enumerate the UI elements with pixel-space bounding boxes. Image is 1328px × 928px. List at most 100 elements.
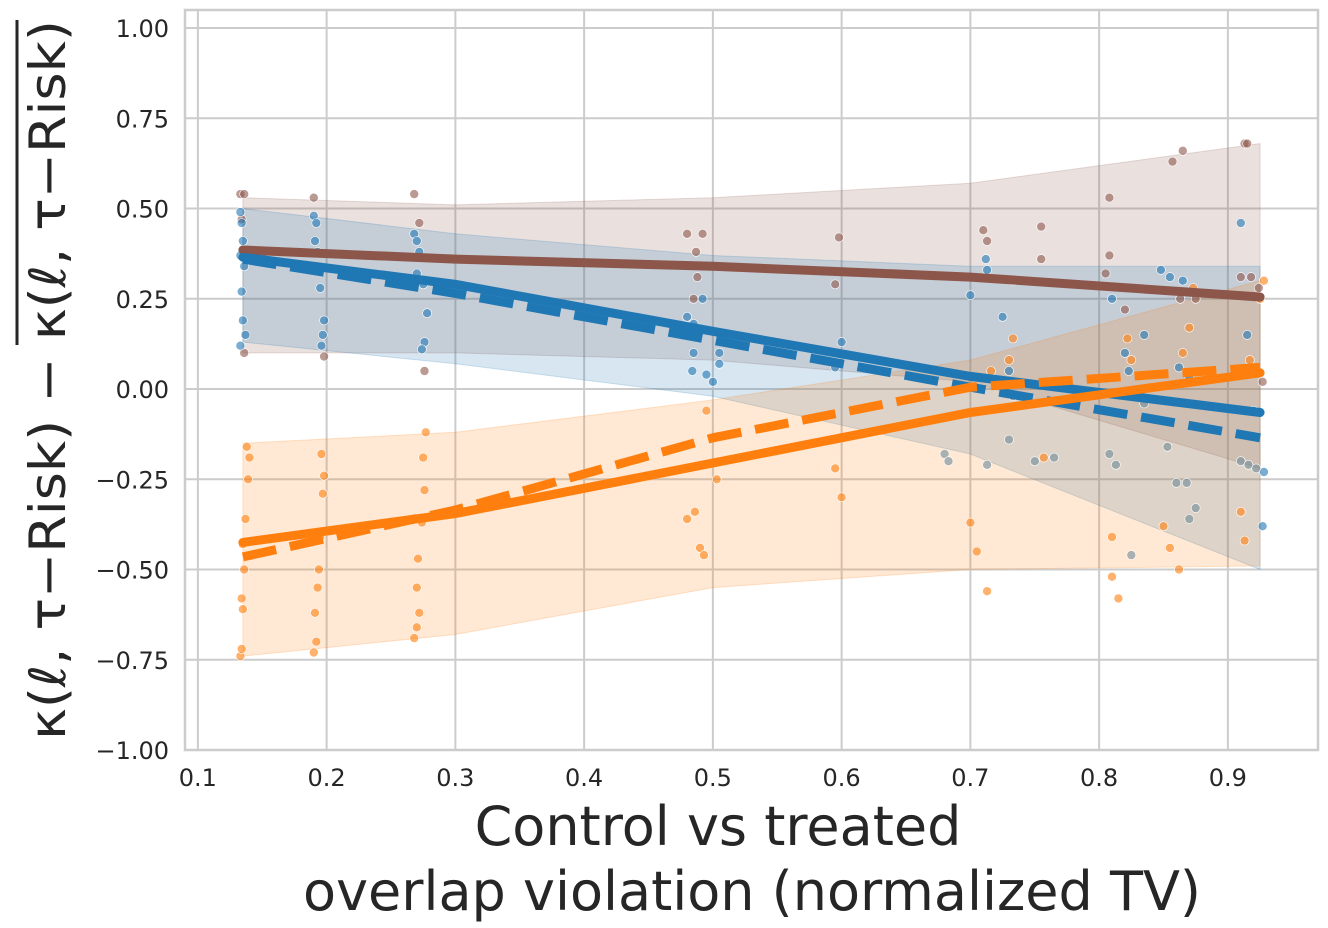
scatter-point (692, 272, 703, 282)
scatter-point (317, 488, 328, 499)
scatter-point (311, 636, 322, 647)
y-tick-label: 1.00 (116, 15, 169, 43)
scatter-point (1036, 221, 1046, 232)
scatter-point (1236, 456, 1246, 467)
scatter-point (1104, 192, 1115, 203)
scatter-point (316, 340, 327, 351)
scatter-point (1104, 250, 1115, 261)
scatter-point (1049, 452, 1059, 463)
scatter-point (312, 582, 323, 593)
scatter-point (836, 337, 847, 347)
scatter-point (690, 506, 700, 517)
scatter-point (691, 247, 701, 257)
y-axis-title: κ(ℓ, τ−Risk) − κ(ℓ, τ−Risk) (15, 20, 77, 740)
scatter-point (1167, 156, 1178, 167)
y-tick-labels: −1.00 −0.75 −0.50 −0.25 0.00 0.25 0.50 0.75 1.00 (95, 15, 169, 765)
scatter-point (1257, 376, 1268, 387)
scatter-point (319, 315, 329, 326)
scatter-point (414, 607, 425, 618)
scatter-point (240, 330, 251, 340)
scatter-point (980, 254, 991, 264)
scatter-point (420, 427, 431, 438)
scatter-point (238, 236, 248, 246)
scatter-point (836, 492, 847, 503)
y-tick-label: 0.00 (116, 376, 169, 404)
scatter-point (701, 369, 712, 380)
scatter-point (1113, 593, 1124, 604)
x-tick-label: 0.1 (179, 764, 217, 792)
scatter-point (1158, 521, 1169, 532)
scatter-point (682, 514, 692, 524)
scatter-point (1004, 355, 1014, 365)
scatter-point (1123, 366, 1134, 376)
scatter-point (1008, 333, 1018, 344)
scatter-point (1178, 146, 1188, 156)
scatter-point (414, 218, 425, 228)
scatter-point (235, 207, 246, 217)
scatter-point (682, 311, 692, 322)
scatter-point (1236, 218, 1246, 228)
scatter-point (1111, 459, 1121, 470)
scatter-point (1174, 362, 1184, 373)
scatter-point (699, 550, 709, 560)
scatter-point (238, 604, 248, 615)
scatter-point (688, 348, 699, 358)
scatter-point (239, 189, 249, 199)
scatter-point (1171, 478, 1182, 488)
scatter-point (687, 366, 698, 376)
scatter-point (1174, 564, 1184, 575)
y-tick-label: −0.75 (95, 647, 169, 675)
scatter-point (1156, 265, 1166, 275)
scatter-point (1259, 275, 1269, 286)
scatter-point (1122, 333, 1133, 344)
y-tick-label: −1.00 (95, 737, 169, 765)
y-tick-label: 0.50 (116, 196, 169, 224)
y-tick-label: 0.75 (116, 105, 169, 133)
grid (185, 10, 1318, 751)
scatter-point (240, 514, 251, 524)
scatter-point (1242, 330, 1252, 340)
scatter-point (1242, 138, 1252, 149)
scatter-point (315, 283, 326, 293)
x-tick-label: 0.8 (1080, 764, 1118, 792)
scatter-point (1181, 478, 1192, 488)
scatter-point (310, 236, 320, 246)
x-axis-title-line1: Control vs treated (475, 795, 962, 858)
scatter-point (701, 405, 712, 416)
fit-line-solid (238, 245, 1265, 302)
scatter-point (1036, 254, 1046, 264)
y-tick-label: −0.50 (95, 557, 169, 585)
scatter-point (311, 218, 322, 228)
scatter-point (711, 474, 722, 485)
x-tick-label: 0.7 (951, 764, 989, 792)
scatter-point (1165, 543, 1175, 553)
scatter-point (411, 622, 422, 633)
scatter-point (982, 459, 992, 470)
scatter-point (314, 564, 324, 575)
scatter-point (1107, 571, 1117, 582)
scatter-point (409, 189, 420, 199)
scatter-point (1190, 503, 1201, 513)
scatter-point (682, 229, 692, 239)
scatter-point (411, 582, 422, 593)
scatter-point (1236, 506, 1246, 517)
scatter-point (982, 265, 992, 275)
scatter-point (982, 236, 992, 246)
scatter-point (1126, 550, 1137, 560)
scatter-point (1030, 456, 1040, 467)
scatter-point (319, 351, 329, 362)
scatter-point (1120, 348, 1130, 358)
scatter-point (1257, 521, 1268, 532)
scatter-point (409, 633, 420, 643)
scatter-point (236, 286, 247, 297)
scatter-point (1039, 452, 1049, 463)
scatter-points (235, 138, 1269, 661)
scatter-point (417, 344, 427, 355)
scatter-point (1184, 322, 1195, 333)
scatter-point (238, 315, 248, 326)
fit-line-dashed (241, 362, 1261, 562)
x-tick-labels: 0.1 0.2 0.3 0.4 0.5 0.6 0.7 0.8 0.9 (179, 764, 1247, 792)
scatter-point (1259, 467, 1269, 477)
x-tick-label: 0.5 (694, 764, 732, 792)
scatter-point (834, 232, 844, 243)
